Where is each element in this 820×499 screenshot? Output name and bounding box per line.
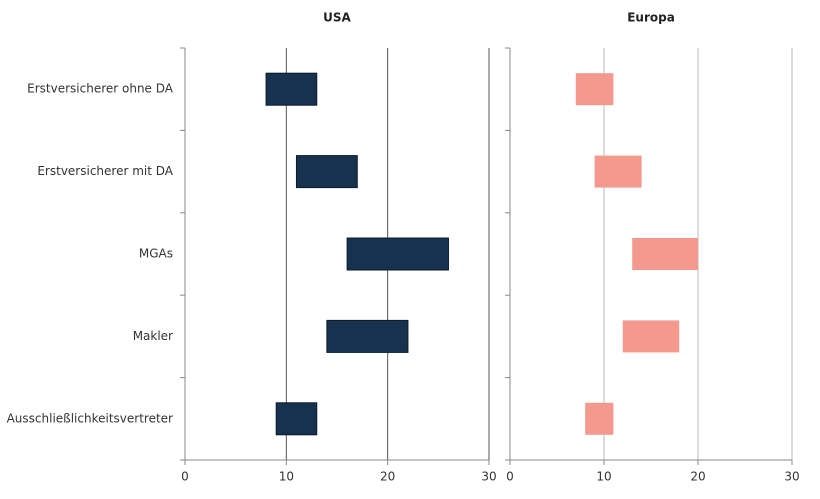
x-tick-label: 30 — [481, 470, 496, 484]
x-tick-label: 10 — [596, 470, 611, 484]
bar — [622, 320, 680, 353]
bar — [585, 402, 614, 435]
y-tick-label: Erstversicherer ohne DA — [27, 82, 174, 96]
x-tick-label: 20 — [690, 470, 705, 484]
y-tick-label: Makler — [133, 329, 173, 343]
y-tick-label: MGAs — [139, 247, 173, 261]
y-tick-label: Erstversicherer mit DA — [37, 164, 173, 178]
x-tick-label: 20 — [380, 470, 395, 484]
panel-title: Europa — [627, 11, 675, 25]
bar — [275, 402, 318, 436]
bar — [346, 237, 449, 271]
x-tick-label: 30 — [784, 470, 799, 484]
x-tick-label: 0 — [506, 470, 514, 484]
bar — [575, 73, 614, 106]
x-tick-label: 0 — [181, 470, 189, 484]
bar — [632, 238, 698, 270]
bar — [295, 155, 358, 189]
panel-title: USA — [323, 11, 351, 25]
bar — [265, 72, 318, 106]
y-tick-label: Ausschließlichkeitsvertreter — [7, 411, 173, 425]
bar — [594, 155, 642, 188]
bar — [326, 319, 409, 353]
x-tick-label: 10 — [279, 470, 294, 484]
